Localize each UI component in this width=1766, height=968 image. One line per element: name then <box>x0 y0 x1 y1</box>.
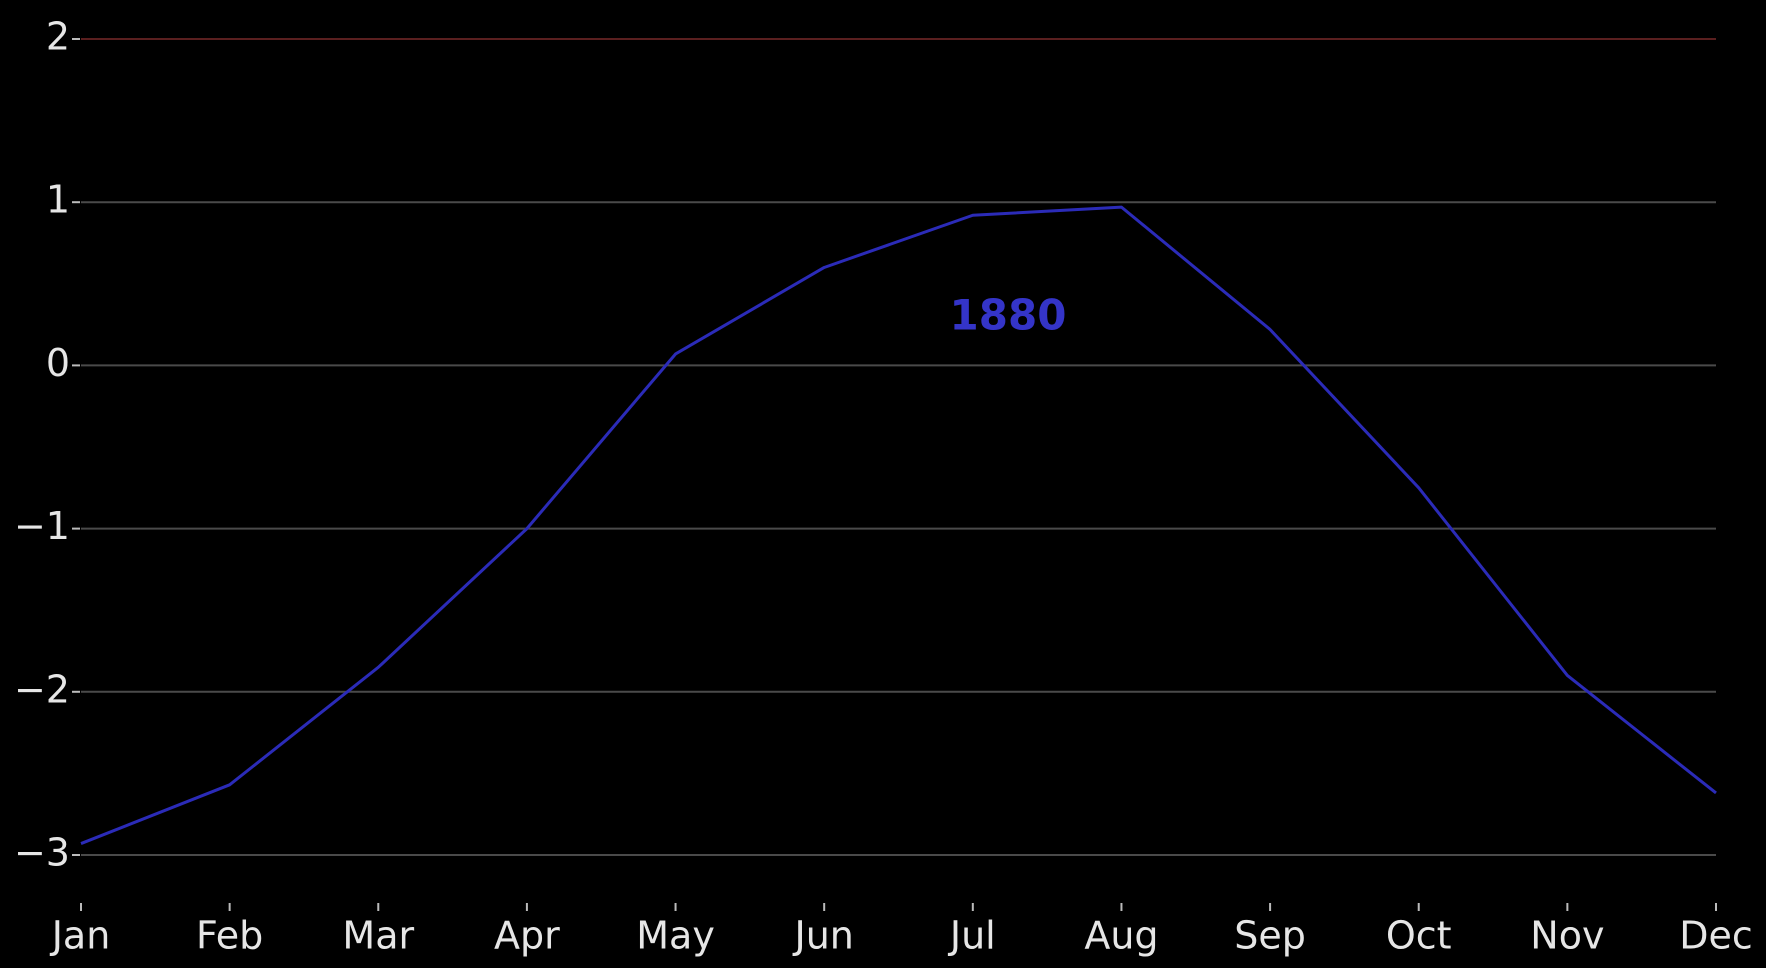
y-tick-label: −1 <box>14 504 70 548</box>
x-tick-label: Jun <box>792 914 853 958</box>
x-tick-label: Sep <box>1234 914 1306 958</box>
annotation: 1880 <box>950 291 1067 340</box>
x-tick-label: Nov <box>1530 914 1604 958</box>
x-tick-label: Jul <box>948 914 996 958</box>
x-tick-label: Jan <box>50 914 111 958</box>
x-tick-label: Oct <box>1386 914 1452 958</box>
x-tick-label: Mar <box>342 914 414 958</box>
x-tick-label: Aug <box>1084 914 1158 958</box>
x-tick-label: May <box>636 914 715 958</box>
x-tick-label: Apr <box>494 914 560 958</box>
x-tick-label: Feb <box>196 914 263 958</box>
y-tick-label: 0 <box>46 341 70 385</box>
y-tick-label: 1 <box>46 178 70 222</box>
data-line <box>80 205 1717 845</box>
x-tick-label: Dec <box>1679 914 1753 958</box>
y-tick-label: −2 <box>14 667 70 711</box>
y-tick-label: 2 <box>46 15 70 59</box>
y-tick-label: −3 <box>14 831 70 875</box>
